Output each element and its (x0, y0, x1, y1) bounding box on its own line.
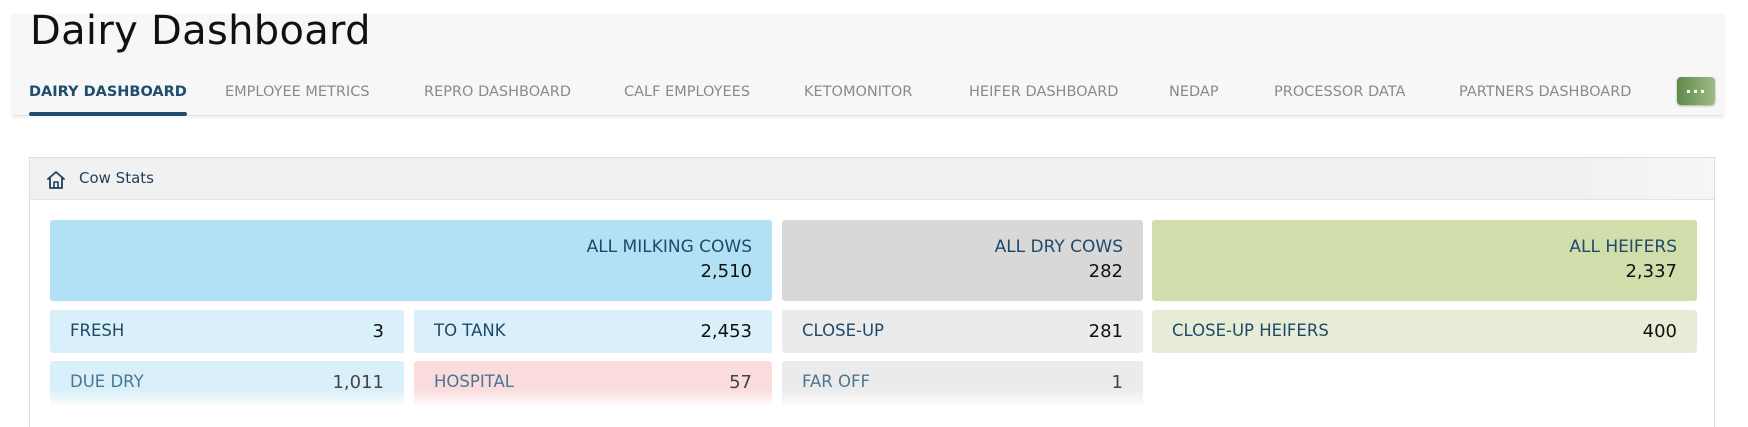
card-due-dry[interactable]: DUE DRY 1,011 (50, 361, 404, 405)
card-value: 1 (1111, 372, 1123, 393)
card-label: FAR OFF (802, 372, 870, 391)
card-value: 281 (1088, 321, 1123, 342)
card-value: 3 (372, 321, 384, 342)
card-label: ALL MILKING COWS (586, 237, 752, 257)
home-icon (47, 171, 65, 189)
cow-stats-panel: Cow Stats ALL MILKING COWS 2,510 ALL DRY… (29, 157, 1715, 427)
card-label: DUE DRY (70, 372, 144, 391)
tab-processor-data[interactable]: PROCESSOR DATA (1274, 84, 1406, 100)
card-label: ALL HEIFERS (1569, 237, 1677, 257)
card-label: CLOSE-UP (802, 321, 884, 340)
tab-bar: DAIRY DASHBOARD EMPLOYEE METRICS REPRO D… (12, 84, 1712, 116)
card-value: 282 (1088, 261, 1123, 282)
tab-dairy-dashboard[interactable]: DAIRY DASHBOARD (29, 84, 187, 116)
card-label: FRESH (70, 321, 125, 340)
tab-ketomonitor[interactable]: KETOMONITOR (804, 84, 913, 100)
card-value: 2,510 (700, 261, 752, 282)
card-value: 57 (729, 372, 752, 393)
card-close-up[interactable]: CLOSE-UP 281 (782, 310, 1143, 353)
page-title: Dairy Dashboard (30, 8, 371, 54)
card-all-dry-cows[interactable]: ALL DRY COWS 282 (782, 220, 1143, 301)
page-header: Dairy Dashboard DAIRY DASHBOARD EMPLOYEE… (12, 8, 1724, 116)
card-all-milking-cows[interactable]: ALL MILKING COWS 2,510 (50, 220, 772, 301)
fade-overlay (50, 389, 404, 405)
top-band (0, 0, 1748, 14)
tab-nedap[interactable]: NEDAP (1169, 84, 1219, 100)
card-close-up-heifers[interactable]: CLOSE-UP HEIFERS 400 (1152, 310, 1697, 353)
card-label: TO TANK (434, 321, 506, 340)
card-value: 2,337 (1625, 261, 1677, 282)
card-hospital[interactable]: HOSPITAL 57 (414, 361, 772, 405)
card-label: ALL DRY COWS (994, 237, 1123, 257)
panel-header: Cow Stats (30, 158, 1714, 200)
tab-repro-dashboard[interactable]: REPRO DASHBOARD (424, 84, 572, 100)
more-menu-button[interactable]: ··· (1677, 77, 1715, 105)
card-fresh[interactable]: FRESH 3 (50, 310, 404, 353)
fade-overlay (414, 389, 772, 405)
tab-calf-employees[interactable]: CALF EMPLOYEES (624, 84, 751, 100)
card-to-tank[interactable]: TO TANK 2,453 (414, 310, 772, 353)
tab-heifer-dashboard[interactable]: HEIFER DASHBOARD (969, 84, 1119, 100)
card-all-heifers[interactable]: ALL HEIFERS 2,337 (1152, 220, 1697, 301)
card-far-off[interactable]: FAR OFF 1 (782, 361, 1143, 405)
card-value: 400 (1642, 321, 1677, 342)
tab-employee-metrics[interactable]: EMPLOYEE METRICS (225, 84, 370, 100)
panel-title: Cow Stats (79, 169, 154, 187)
card-label: CLOSE-UP HEIFERS (1172, 321, 1329, 340)
card-value: 2,453 (700, 321, 752, 342)
tab-partners-dashboard[interactable]: PARTNERS DASHBOARD (1459, 84, 1632, 100)
fade-overlay (782, 389, 1143, 405)
card-value: 1,011 (332, 372, 384, 393)
card-label: HOSPITAL (434, 372, 514, 391)
